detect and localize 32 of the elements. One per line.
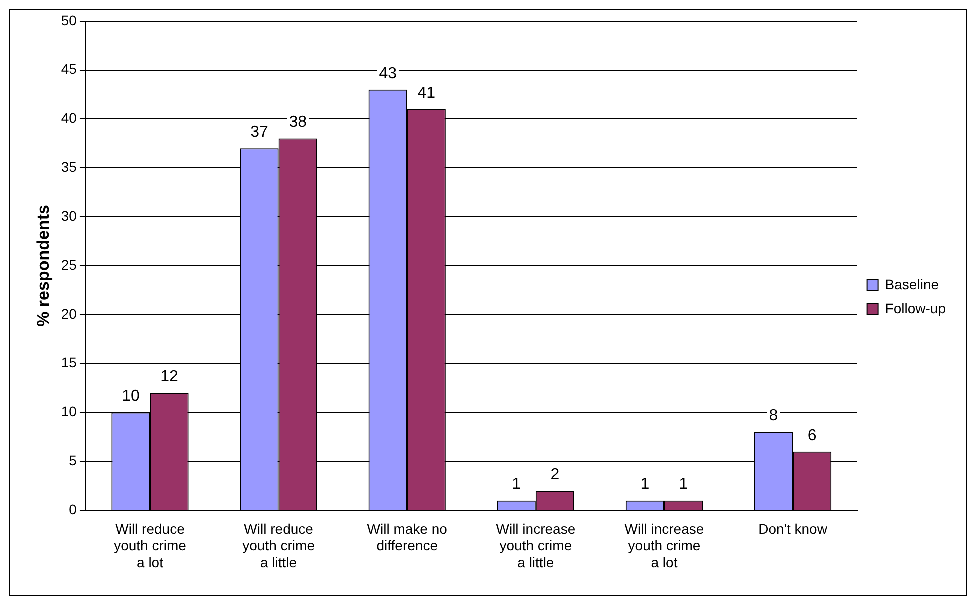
data-label: 1 — [679, 476, 688, 494]
x-tick-label: Will make no difference — [367, 520, 448, 554]
y-tick-label: 30 — [61, 208, 78, 224]
y-tick-label: 10 — [61, 404, 78, 420]
x-tick-label: Will increase youth crime a little — [496, 520, 576, 570]
data-label: 2 — [550, 466, 560, 484]
y-tick-label: 35 — [61, 159, 78, 176]
data-label: 37 — [250, 124, 269, 141]
data-label: 38 — [289, 114, 308, 132]
legend-label: Follow-up — [885, 300, 946, 316]
data-label: 12 — [160, 368, 179, 386]
y-tick-label: 20 — [61, 306, 78, 322]
data-label: 41 — [418, 84, 436, 102]
y-tick-label: 40 — [61, 110, 78, 126]
data-label: 6 — [808, 427, 817, 444]
y-tick-label: 5 — [69, 452, 78, 469]
data-label: 8 — [769, 408, 778, 425]
data-label: 10 — [122, 388, 140, 406]
x-tick-label: Will reduce youth crime a lot — [114, 520, 187, 570]
data-label: 1 — [512, 476, 522, 494]
y-tick-label: 25 — [61, 256, 78, 273]
y-tick-label: 45 — [61, 61, 78, 78]
y-tick-label: 50 — [61, 12, 78, 28]
data-label: 1 — [640, 476, 650, 494]
y-tick-label: 0 — [69, 501, 78, 518]
x-tick-label: Will reduce youth crime a little — [242, 520, 316, 570]
legend-label: Baseline — [885, 276, 940, 292]
y-axis-title: % respondents — [34, 205, 53, 327]
y-tick-label: 15 — [61, 354, 78, 371]
data-label: 43 — [379, 65, 398, 82]
x-tick-label: Don't know — [758, 520, 828, 537]
x-tick-label: Will increase youth crime a lot — [624, 520, 704, 570]
